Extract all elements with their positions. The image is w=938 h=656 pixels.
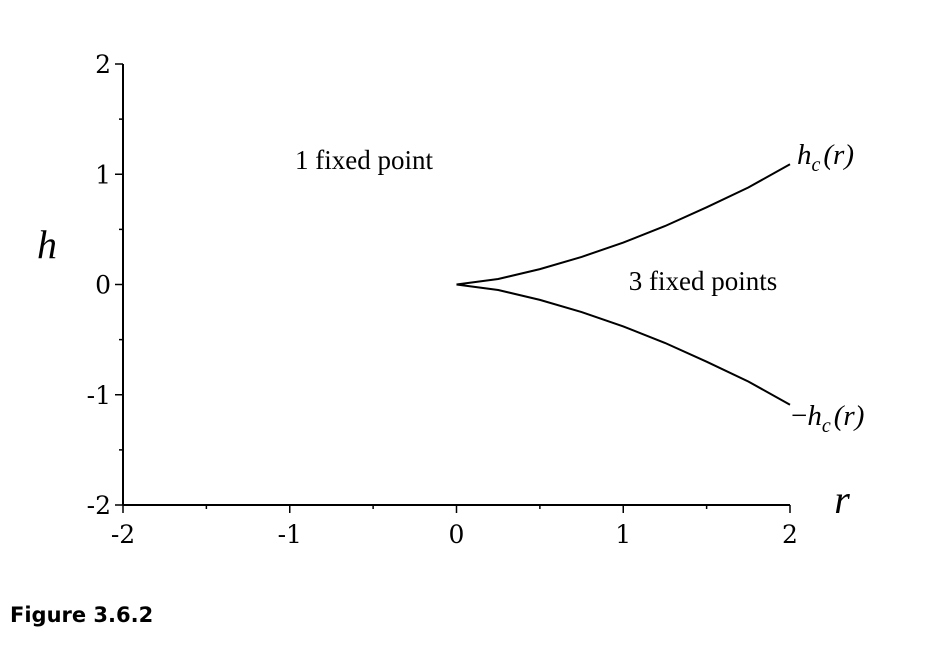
hc-curve-label: hc (r) <box>797 139 854 176</box>
x-tick-label: 0 <box>449 520 465 549</box>
three-fixed-points-label: 3 fixed points <box>629 266 778 296</box>
lower-bifurcation-curve <box>456 283 791 406</box>
chart: -2 -1 0 1 2 -2 -1 0 1 2 h r 1 fixed point 3 fixed po… <box>37 50 864 549</box>
x-tick-label: 2 <box>782 520 798 549</box>
y-tick-label: 0 <box>95 271 111 300</box>
upper-bifurcation-curve <box>456 163 791 286</box>
figure-caption: Figure 3.6.2 <box>10 603 154 627</box>
x-tick-label: 1 <box>615 520 631 549</box>
ticks: -2 -1 0 1 2 -2 -1 0 1 2 <box>87 50 798 549</box>
y-tick-label: -1 <box>87 381 111 410</box>
y-tick-label: -2 <box>87 491 111 520</box>
x-axis-label: r <box>834 477 850 522</box>
y-axis-label: h <box>37 222 57 267</box>
x-tick-label: -2 <box>111 520 135 549</box>
y-tick-label: 1 <box>95 160 111 189</box>
y-tick-label: 2 <box>95 50 111 79</box>
series <box>456 163 791 406</box>
neg-hc-curve-label: −hc (r) <box>791 400 864 437</box>
one-fixed-point-label: 1 fixed point <box>295 145 433 175</box>
labels: h r 1 fixed point 3 fixed points hc (r) −hc (r) <box>37 139 864 522</box>
x-tick-label: -1 <box>278 520 302 549</box>
